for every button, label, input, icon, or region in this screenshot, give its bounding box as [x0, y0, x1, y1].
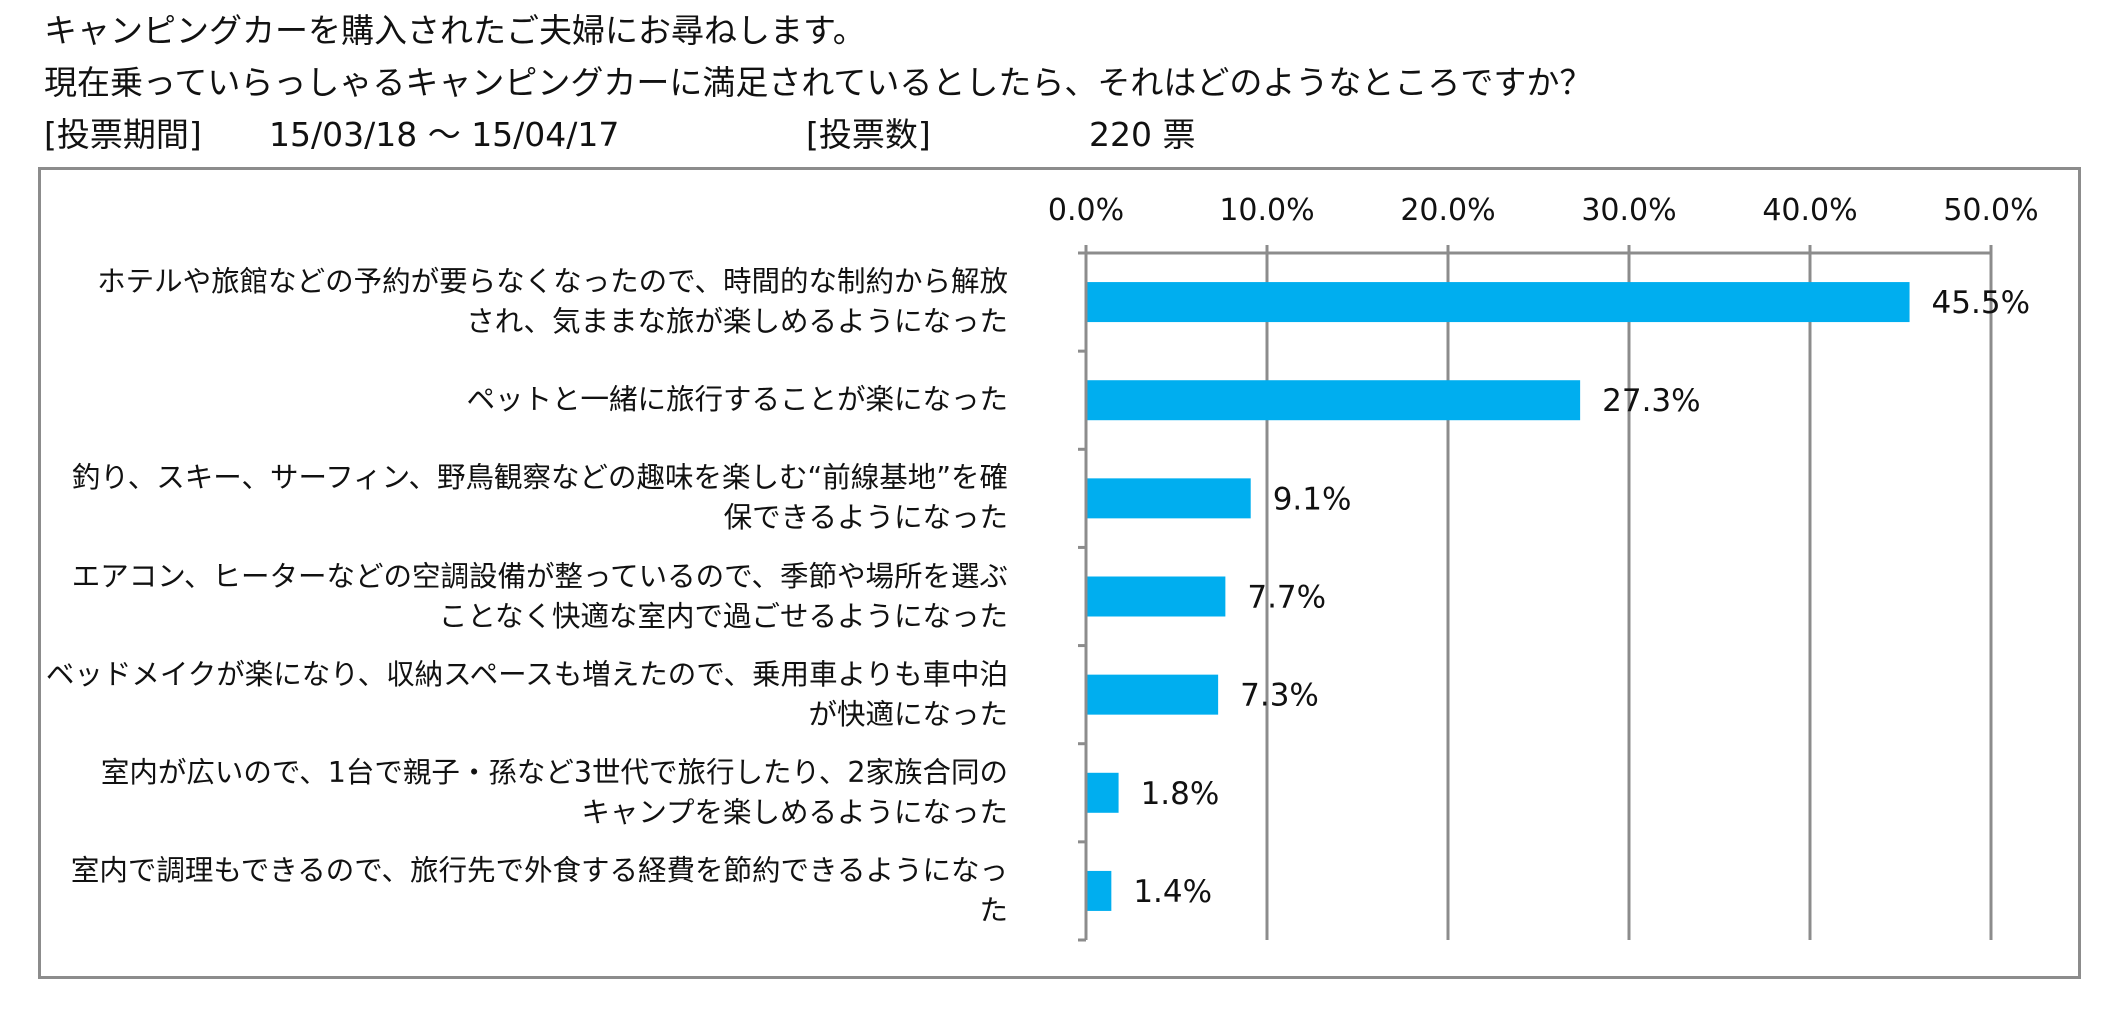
tick-label: 30.0% — [1581, 193, 1676, 228]
question-line-1: キャンピングカーを購入されたご夫婦にお尋ねします。 — [44, 11, 866, 50]
tick-label: 10.0% — [1219, 193, 1314, 228]
category-label: 室内で調理もできるので、旅行先で外食する経費を節約できるようになった — [8, 851, 1008, 931]
bar — [1087, 674, 1219, 715]
category-label-line: され、気ままな旅が楽しめるようになった — [466, 305, 1008, 339]
category-label-line: キャンプを楽しめるようになった — [581, 795, 1008, 829]
category-label-line: ペットと一緒に旅行することが楽になった — [466, 383, 1008, 417]
category-label: ペットと一緒に旅行することが楽になった — [8, 380, 1008, 420]
period-value: 15/03/18 〜 15/04/17 — [269, 115, 620, 154]
bar — [1087, 576, 1226, 617]
data-label: 1.8% — [1141, 776, 1220, 812]
bar — [1087, 282, 1910, 323]
data-label: 7.3% — [1240, 678, 1319, 714]
votes-label: [投票数] — [806, 115, 931, 154]
data-label: 27.3% — [1602, 383, 1700, 419]
question-line-2: 現在乗っていらっしゃるキャンピングカーに満足されているとしたら、それはどのような… — [44, 63, 1593, 102]
category-label-line: 室内が広いので、1台で親子・孫など3世代で旅行したり、2家族合同の — [100, 755, 1008, 789]
category-label-line: た — [979, 893, 1008, 927]
category-label: エアコン、ヒーターなどの空調設備が整っているので、季節や場所を選ぶことなく快適な… — [8, 557, 1008, 637]
data-label: 1.4% — [1133, 874, 1212, 910]
category-label-line: ベッドメイクが楽になり、収納スペースも増えたので、乗用車よりも車中泊 — [45, 657, 1008, 691]
category-label: 釣り、スキー、サーフィン、野鳥観察などの趣味を楽しむ“前線基地”を確保できるよう… — [8, 458, 1008, 538]
category-label: 室内が広いので、1台で親子・孫など3世代で旅行したり、2家族合同のキャンプを楽し… — [8, 753, 1008, 833]
data-label: 45.5% — [1932, 285, 2030, 321]
category-label-line: エアコン、ヒーターなどの空調設備が整っているので、季節や場所を選ぶ — [71, 559, 1008, 593]
data-label: 7.7% — [1247, 580, 1326, 616]
bar — [1087, 772, 1119, 813]
category-label-line: ことなく快適な室内で過ごせるようになった — [438, 599, 1008, 633]
data-label: 9.1% — [1273, 481, 1352, 517]
category-label: ホテルや旅館などの予約が要らなくなったので、時間的な制約から解放され、気ままな旅… — [8, 262, 1008, 342]
chart-frame: 0.0% 10.0% 20.0% 30.0% 40.0% 50.0% 45.5% 27.3% 9… — [38, 167, 2081, 979]
bar-chart: 0.0% 10.0% 20.0% 30.0% 40.0% 50.0% 45.5% 27.3% 9… — [1048, 193, 2039, 942]
bar — [1087, 380, 1581, 421]
category-label-line: 保できるようになった — [723, 501, 1008, 535]
category-label-line: が快適になった — [808, 697, 1008, 731]
category-label-line: ホテルや旅館などの予約が要らなくなったので、時間的な制約から解放 — [97, 265, 1008, 299]
tick-label: 20.0% — [1400, 193, 1495, 228]
period-label: [投票期間] — [44, 115, 202, 154]
bar — [1087, 478, 1251, 519]
bar — [1087, 870, 1112, 911]
votes-value: 220 票 — [1089, 115, 1196, 154]
category-label-line: 釣り、スキー、サーフィン、野鳥観察などの趣味を楽しむ“前線基地”を確 — [71, 461, 1008, 495]
category-label: ベッドメイクが楽になり、収納スペースも増えたので、乗用車よりも車中泊が快適になっ… — [8, 655, 1008, 735]
category-label-line: 室内で調理もできるので、旅行先で外食する経費を節約できるようになっ — [70, 853, 1008, 887]
tick-label: 50.0% — [1943, 193, 2038, 228]
tick-label: 40.0% — [1762, 193, 1857, 228]
tick-label: 0.0% — [1048, 193, 1124, 228]
